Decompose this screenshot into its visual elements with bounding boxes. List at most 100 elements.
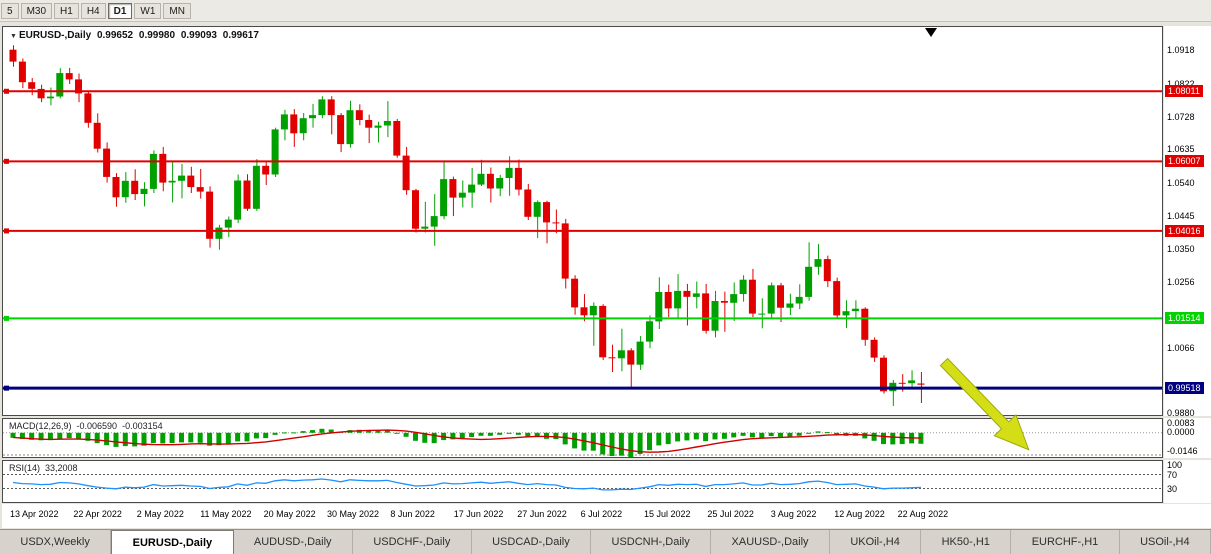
candle: [458, 192, 466, 198]
candle: [337, 115, 345, 145]
candle: [393, 121, 401, 156]
rsi-value: 33,2008: [45, 463, 78, 473]
timeframe-button-d1[interactable]: D1: [107, 2, 133, 19]
candle: [720, 301, 728, 303]
rsi-axis[interactable]: 100 70 30: [1164, 460, 1211, 503]
rsi-axis-label: 100: [1167, 460, 1183, 470]
candle: [383, 121, 391, 126]
candle: [496, 178, 504, 189]
candle: [851, 308, 859, 312]
candle: [18, 61, 26, 83]
date-label: 27 Jun 2022: [517, 509, 567, 519]
candle: [468, 184, 476, 193]
chart-tab-usdx-weekly[interactable]: USDX,Weekly: [0, 530, 112, 554]
trend-arrow-shape[interactable]: [938, 352, 1040, 460]
price-label: 0.9880: [1167, 408, 1195, 419]
candle: [543, 202, 550, 223]
date-label: 15 Jul 2022: [644, 509, 691, 519]
candle: [252, 165, 260, 209]
price-axis[interactable]: 1.0918 1.0822 1.0728 1.0635 1.0540 1.0445 1.03…: [1164, 26, 1211, 419]
candle: [552, 222, 560, 224]
chart-tab-usoil-h4[interactable]: USOil-,H4: [1120, 530, 1211, 554]
macd-chart[interactable]: [3, 419, 1162, 457]
price-label: 1.0350: [1167, 243, 1195, 254]
price-line-badge: 0.99518: [1165, 382, 1204, 395]
date-label: 17 Jun 2022: [453, 509, 504, 519]
price-line-badge: 1.08011: [1165, 85, 1203, 98]
date-label: 13 Apr 2022: [10, 509, 59, 519]
candle: [168, 180, 176, 183]
candle: [299, 118, 307, 134]
candle: [617, 350, 625, 359]
chart-tab-ukoil-h4[interactable]: UKOil-,H4: [830, 530, 922, 554]
timeframe-button-mn[interactable]: MN: [163, 2, 191, 19]
price-line-badge: 1.04016: [1165, 224, 1204, 237]
chart-tab-audusd-daily[interactable]: AUDUSD-,Daily: [234, 530, 353, 554]
chart-tab-eurchf-h1[interactable]: EURCHF-,H1: [1011, 530, 1120, 554]
macd-axis[interactable]: 0.0083 0.0000 -0.0146: [1164, 418, 1211, 458]
chart-tab-usdchf-daily[interactable]: USDCHF-,Daily: [353, 530, 472, 554]
candle: [674, 290, 682, 309]
timeframe-button-m30[interactable]: M30: [20, 2, 53, 19]
price-label: 1.0445: [1167, 210, 1195, 221]
price-label: 1.0728: [1167, 111, 1195, 122]
candle: [702, 293, 710, 331]
candle: [365, 120, 373, 128]
chart-tab-hk50-h1[interactable]: HK50-,H1: [921, 530, 1012, 554]
candle: [327, 99, 335, 116]
candle: [355, 110, 363, 120]
candle: [767, 285, 775, 314]
candle: [917, 383, 925, 385]
candle: [187, 175, 195, 188]
candle: [880, 357, 887, 392]
price-label: 1.0256: [1167, 276, 1195, 287]
candle: [93, 122, 101, 149]
candle: [112, 177, 120, 198]
candle: [412, 190, 419, 229]
candle: [440, 179, 448, 217]
candle: [655, 292, 663, 322]
timeframe-button-h1[interactable]: H1: [54, 2, 79, 19]
rsi-axis-label: 70: [1167, 469, 1178, 480]
candle: [898, 382, 906, 384]
candle: [908, 380, 916, 384]
macd-indicator-label: MACD(12,26,9) -0.006590 -0.003154: [9, 421, 168, 431]
candle: [224, 219, 232, 228]
candle: [75, 79, 82, 94]
candle: [28, 82, 36, 89]
timeframe-button-h4[interactable]: H4: [80, 2, 106, 19]
chart-context-arrow-icon: ▼: [10, 33, 17, 40]
candle: [159, 153, 167, 183]
candle: [580, 307, 588, 316]
candle: [571, 278, 579, 308]
candle: [514, 167, 522, 190]
trend-arrow-annotation[interactable]: [938, 352, 1056, 470]
date-label: 30 May 2022: [327, 509, 380, 519]
candle: [140, 188, 148, 194]
chart-tab-usdcad-daily[interactable]: USDCAD-,Daily: [472, 530, 592, 554]
candle: [748, 279, 756, 314]
macd-axis-label: 0.0000: [1167, 426, 1195, 437]
candle: [505, 167, 513, 178]
candle: [196, 187, 204, 192]
rsi-panel[interactable]: RSI(14) 33,2008: [2, 460, 1163, 503]
candle: [234, 180, 242, 220]
rsi-chart[interactable]: [3, 461, 1162, 502]
candle: [739, 279, 747, 294]
date-axis[interactable]: 13 Apr 2022 22 Apr 2022 2 May 2022 11 May 2…: [2, 504, 1211, 528]
main-chart-panel[interactable]: ▼ EURUSD-,Daily 0.99652 0.99980 0.99093 0…: [2, 26, 1163, 416]
candle: [215, 227, 223, 239]
chart-tab-eurusd-daily[interactable]: EURUSD-,Daily: [111, 530, 234, 554]
timeframe-button-5[interactable]: 5: [1, 2, 19, 19]
chart-tab-usdcnh-daily[interactable]: USDCNH-,Daily: [591, 530, 712, 554]
chart-tab-xauusd-daily[interactable]: XAUUSD-,Daily: [711, 530, 830, 554]
candle: [833, 281, 841, 316]
date-label: 11 May 2022: [200, 509, 252, 519]
candle: [149, 153, 157, 189]
price-label: 1.0635: [1167, 144, 1195, 155]
candle: [271, 129, 279, 175]
macd-panel[interactable]: MACD(12,26,9) -0.006590 -0.003154: [2, 418, 1163, 458]
timeframe-button-w1[interactable]: W1: [134, 2, 162, 19]
candle: [805, 266, 813, 297]
candle: [777, 285, 784, 308]
